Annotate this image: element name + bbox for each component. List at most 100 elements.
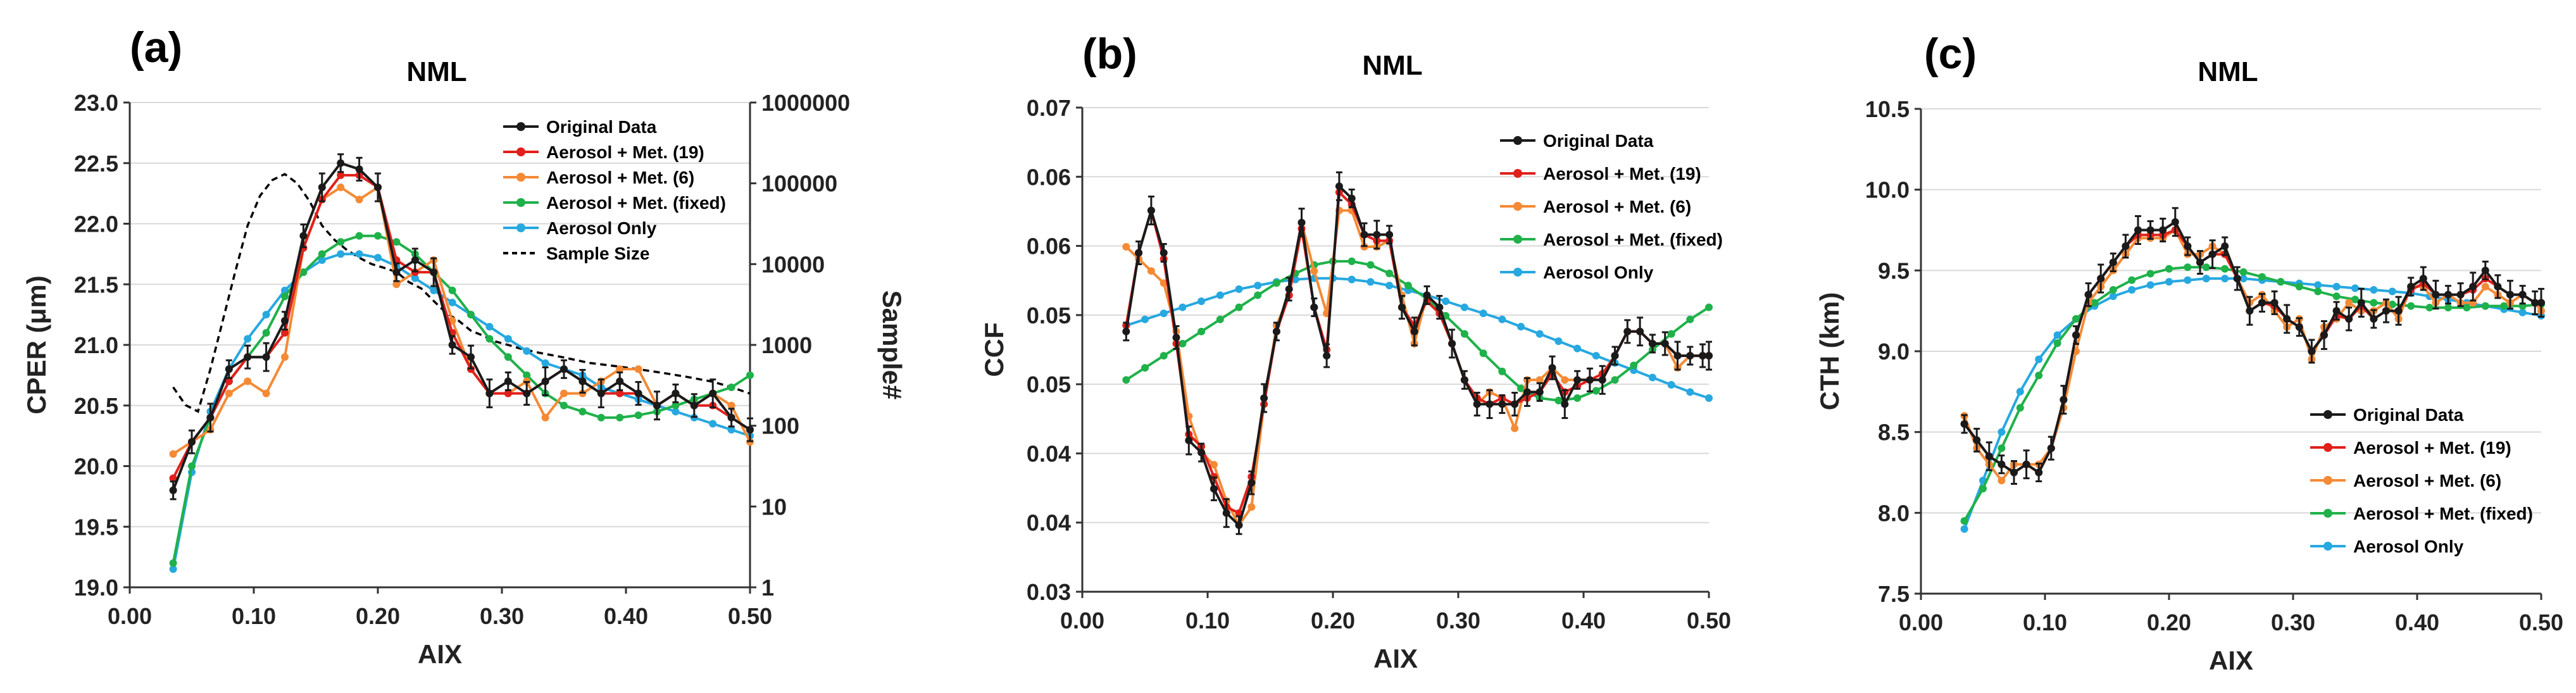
x-tick-label: 0.30 — [1436, 608, 1480, 634]
series-line — [1125, 277, 1710, 399]
data-point — [2097, 275, 2105, 283]
data-point — [2159, 226, 2167, 234]
data-point — [2109, 258, 2117, 266]
legend-marker — [1513, 136, 1522, 145]
chart-panel-2: 7.5 8.0 8.5 9.0 9.5 10.0 10.5 0.00 0.10 0.20 0.30 0… — [1815, 30, 2563, 675]
data-point — [2221, 242, 2229, 251]
y-tick-label: 7.5 — [1878, 581, 1910, 607]
data-point — [1147, 206, 1155, 215]
data-point — [281, 328, 289, 337]
data-point — [1636, 327, 1644, 335]
data-point — [1335, 182, 1343, 190]
data-point — [1535, 330, 1544, 338]
data-point — [262, 328, 270, 337]
data-point — [1235, 285, 1243, 293]
data-point — [634, 389, 642, 397]
data-point — [1511, 424, 1519, 432]
data-point — [1979, 485, 1987, 493]
data-point — [374, 184, 382, 192]
data-point — [1554, 396, 1563, 404]
chart-title: NML — [2198, 56, 2258, 87]
y-tick-label: 0.07 — [1027, 95, 1071, 121]
data-point — [188, 438, 196, 446]
x-axis-label: AIX — [1373, 644, 1418, 673]
data-point — [2072, 315, 2080, 323]
data-point — [2370, 285, 2378, 294]
data-point — [1197, 327, 1206, 335]
panel-letter: (c) — [1924, 30, 1977, 78]
series-line — [1963, 220, 2541, 475]
data-point — [653, 401, 661, 409]
x-tick-label: 0.50 — [1687, 608, 1731, 634]
y-tick-label: 8.0 — [1878, 500, 1910, 526]
data-point — [1260, 394, 1268, 402]
data-point — [2202, 263, 2210, 272]
y-tick-label: 21.5 — [74, 272, 118, 297]
y2-tick-label: 10 — [761, 494, 787, 520]
y-tick-label: 20.0 — [74, 454, 118, 480]
data-point — [1179, 303, 1187, 311]
data-point — [1122, 376, 1130, 384]
data-point — [1347, 257, 1356, 265]
data-point — [485, 389, 494, 397]
data-point — [2506, 290, 2514, 299]
data-point — [1235, 521, 1243, 529]
y-tick-label: 0.04 — [1027, 510, 1071, 536]
data-point — [1435, 303, 1444, 311]
data-point — [2239, 268, 2248, 276]
data-point — [1247, 503, 1256, 511]
legend-marker — [2323, 443, 2332, 452]
data-point — [1285, 285, 1293, 293]
data-point — [1611, 352, 1619, 360]
y-tick-label: 9.0 — [1878, 339, 1910, 365]
data-point — [1960, 525, 1968, 533]
data-point — [1973, 436, 1981, 444]
data-point — [2202, 275, 2210, 283]
data-point — [2308, 347, 2316, 355]
data-point — [2091, 299, 2099, 307]
data-point — [709, 389, 717, 397]
data-point — [2109, 292, 2117, 301]
data-point — [355, 250, 363, 258]
data-point — [2047, 444, 2055, 453]
data-point — [1548, 364, 1556, 372]
y2-tick-label: 1 — [761, 575, 774, 601]
data-point — [2134, 226, 2142, 234]
data-point — [1998, 460, 2006, 468]
data-point — [1998, 428, 2006, 436]
data-point — [2314, 287, 2322, 296]
legend-label: Aerosol Only — [1543, 263, 1654, 282]
data-point — [2246, 307, 2254, 315]
data-point — [281, 353, 289, 361]
data-point — [355, 196, 363, 204]
series-original-data — [1122, 171, 1713, 535]
legend-marker — [2323, 476, 2332, 485]
data-point — [1686, 388, 1694, 396]
data-point — [355, 232, 363, 240]
data-point — [1141, 364, 1149, 372]
data-point — [467, 353, 475, 361]
chart-panel-0: 19.0 19.5 20.0 20.5 21.0 21.5 22.0 22.5 23.0 0.00… — [22, 23, 907, 669]
data-point — [1160, 279, 1168, 287]
data-point — [709, 420, 717, 428]
data-point — [597, 413, 605, 421]
legend: Original Data Aerosol + Met. (19) Aerosol … — [2310, 405, 2533, 556]
data-point — [1385, 230, 1394, 239]
data-point — [1247, 478, 1256, 487]
data-point — [672, 389, 680, 397]
x-tick-label: 0.50 — [728, 603, 772, 629]
data-point — [244, 353, 252, 361]
data-point — [2128, 285, 2136, 294]
data-point — [374, 232, 382, 240]
data-point — [485, 323, 494, 331]
data-point — [2258, 273, 2266, 281]
data-point — [337, 250, 345, 258]
data-point — [2425, 304, 2434, 312]
data-point — [1172, 334, 1180, 342]
data-point — [1160, 309, 1168, 318]
data-point — [560, 389, 568, 397]
data-point — [2233, 275, 2241, 283]
series-original-data — [1960, 207, 2545, 485]
legend-label: Aerosol + Met. (fixed) — [1543, 230, 1723, 249]
data-point — [2208, 250, 2216, 258]
